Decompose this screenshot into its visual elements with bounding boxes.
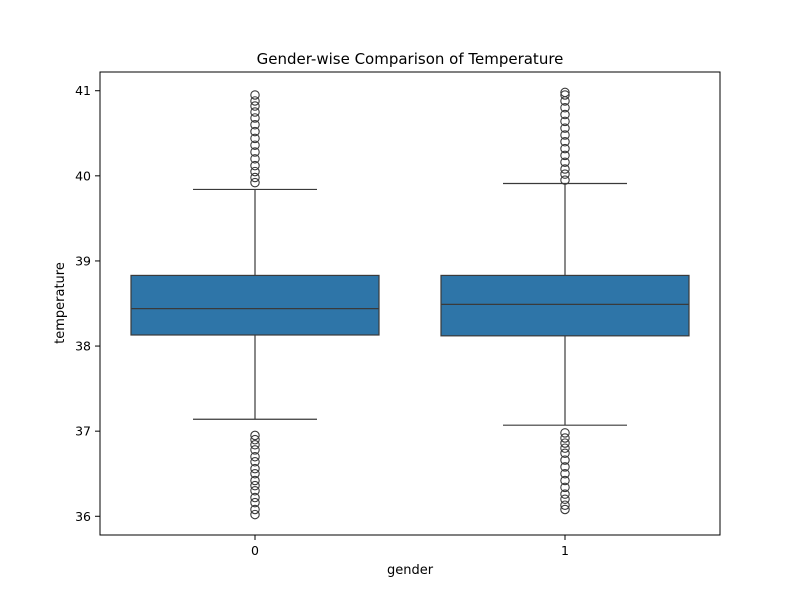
chart-title: Gender-wise Comparison of Temperature: [257, 50, 564, 68]
x-tick-label: 0: [251, 543, 259, 558]
outlier-point: [560, 87, 570, 98]
outlier-point: [250, 126, 260, 137]
outlier-point: [560, 123, 570, 133]
outlier-point: [250, 147, 260, 157]
outlier-point: [250, 101, 260, 111]
outlier-point: [250, 504, 260, 515]
outlier-point: [560, 475, 570, 486]
outlier-point: [250, 113, 260, 123]
plot-area: [99, 71, 721, 536]
outlier-point: [560, 455, 570, 465]
outlier-point: [560, 137, 570, 147]
outlier-point: [250, 480, 260, 491]
outlier-point: [560, 109, 570, 120]
outlier-point: [560, 504, 570, 515]
boxes-layer: [130, 87, 690, 520]
outlier-point: [250, 166, 260, 177]
outlier-point: [560, 116, 570, 127]
outlier-point: [560, 102, 570, 113]
outlier-point: [250, 445, 260, 455]
box-group-1: [440, 87, 690, 515]
outlier-point: [560, 448, 570, 459]
outlier-point: [250, 440, 260, 450]
outlier-point: [250, 497, 260, 508]
outlier-point: [250, 177, 260, 188]
outlier-point: [250, 160, 260, 171]
outlier-point: [560, 130, 570, 140]
outlier-point: [250, 468, 260, 479]
box-group-0: [130, 90, 380, 520]
iqr-box: [130, 274, 380, 336]
y-tick-label: 40: [75, 168, 91, 183]
outlier-point: [250, 485, 260, 496]
outlier-point: [560, 433, 570, 443]
outlier-point: [250, 509, 260, 520]
outlier-point: [560, 462, 570, 472]
outlier-point: [560, 150, 570, 161]
iqr-box: [440, 274, 690, 337]
outlier-point: [560, 468, 570, 479]
outlier-point: [250, 430, 260, 441]
outlier-point: [560, 143, 570, 154]
outlier-point: [250, 133, 260, 144]
outlier-point: [560, 438, 570, 448]
outlier-point: [250, 457, 260, 467]
outlier-point: [560, 482, 570, 493]
outlier-point: [560, 489, 570, 499]
outlier-point: [250, 492, 260, 503]
outlier-point: [250, 154, 260, 164]
outlier-point: [250, 463, 260, 474]
outlier-point: [250, 451, 260, 462]
outlier-point: [250, 120, 260, 130]
outlier-point: [560, 164, 570, 174]
outlier-point: [250, 90, 260, 100]
outlier-point: [560, 494, 570, 505]
y-tick-label: 38: [75, 339, 91, 354]
y-tick-label: 41: [75, 83, 91, 98]
outlier-point: [560, 500, 570, 510]
y-axis: 36 37 38 39 40 41: [75, 83, 100, 524]
y-tick-label: 36: [75, 509, 91, 524]
outlier-point: [560, 428, 570, 438]
outlier-point: [560, 90, 570, 100]
x-axis-label: gender: [387, 563, 434, 578]
outlier-point: [560, 157, 570, 167]
outlier-point: [250, 434, 260, 445]
outlier-point: [560, 443, 570, 453]
outlier-point: [250, 96, 260, 106]
outlier-point: [250, 475, 260, 486]
y-tick-label: 37: [75, 424, 91, 439]
outlier-point: [560, 175, 570, 185]
y-tick-label: 39: [75, 253, 91, 268]
outlier-point: [560, 169, 570, 179]
x-tick-label: 1: [561, 543, 569, 558]
outlier-point: [250, 107, 260, 117]
outlier-point: [250, 140, 260, 150]
y-axis-label: temperature: [53, 262, 68, 344]
outlier-point: [250, 172, 260, 183]
